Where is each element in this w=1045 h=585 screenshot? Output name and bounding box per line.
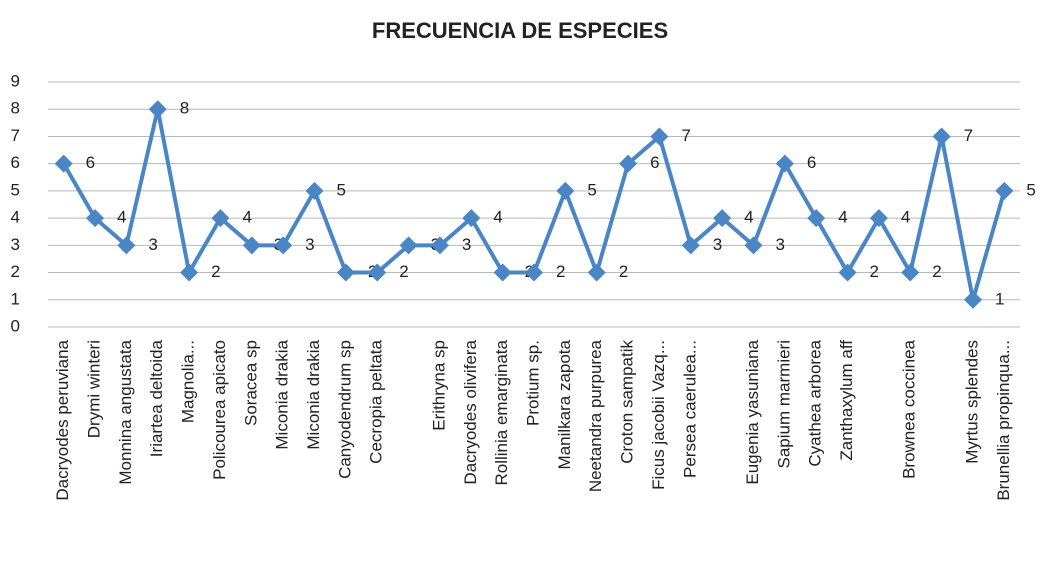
marker [180,263,199,282]
marker [556,181,575,200]
marker [869,209,888,228]
x-tick-label: Canyodendrum sp [335,340,354,479]
data-label: 3 [148,235,157,254]
data-label: 8 [180,99,189,118]
x-tick-label: Magnolia... [179,340,198,423]
data-label: 3 [775,235,784,254]
x-tick-label: Persea caerulea... [680,340,699,478]
marker [775,154,794,173]
y-tick-label: 1 [11,289,20,308]
y-tick-label: 6 [11,153,20,172]
y-tick-label: 2 [11,262,20,281]
data-label: 4 [242,208,251,227]
x-tick-label: Brownea coccinea [900,339,919,478]
x-tick-label: Iriartea deltoida [147,339,166,457]
data-label: 4 [744,208,753,227]
marker [681,236,700,255]
y-tick-label: 3 [11,235,20,254]
y-tick-label: 4 [11,208,20,227]
data-label: 5 [587,180,596,199]
x-tick-label: Brunellia propinqua... [994,340,1013,501]
x-tick-label: Monnina angustata [116,339,135,484]
y-tick-label: 8 [11,99,20,118]
marker [86,209,105,228]
x-tick-label: Myrtus splendes [962,340,981,464]
y-tick-label: 7 [11,126,20,145]
data-label: 3 [462,235,471,254]
marker [430,236,449,255]
data-label: 5 [1026,180,1035,199]
y-tick-label: 9 [11,71,20,90]
x-tick-label: Rollinia emarginata [492,339,511,485]
data-label: 6 [650,153,659,172]
data-label: 6 [807,153,816,172]
y-tick-label: 5 [11,180,20,199]
x-tick-label: Sapium marmieri [774,340,793,468]
x-tick-label: Protium sp. [523,340,542,426]
marker [399,236,418,255]
data-label: 4 [838,208,847,227]
marker [54,154,73,173]
data-label: 7 [964,126,973,145]
marker [713,209,732,228]
marker [995,181,1014,200]
data-label: 7 [681,126,690,145]
marker [744,236,763,255]
x-tick-label: Soracea sp [241,340,260,426]
data-label: 2 [870,262,879,281]
marker [838,263,857,282]
data-label: 2 [932,262,941,281]
marker [274,236,293,255]
marker [619,154,638,173]
data-label: 2 [556,262,565,281]
marker [525,263,543,282]
marker [305,181,324,200]
marker [336,263,355,282]
data-label: 2 [399,262,408,281]
x-tick-label: Dacryodes peruviana [53,339,72,500]
chart-title: FRECUENCIA DE ESPECIES [372,18,668,43]
x-tick-label: Erithryna sp [429,340,448,431]
data-label: 4 [117,208,126,227]
data-label: 4 [493,208,502,227]
x-tick-label: Manilkara zapota [555,339,574,469]
x-tick-label: Cyathea arborea [806,339,825,466]
data-label: 5 [337,180,346,199]
marker [368,263,387,282]
x-tick-label: Miconia drakia [273,339,292,449]
x-tick-label: Policourea apicato [210,340,229,480]
x-tick-label: Drymi winteri [85,340,104,438]
data-label: 2 [619,262,628,281]
marker [932,127,951,146]
marker [148,100,167,119]
data-label: 1 [995,289,1004,308]
marker [650,127,669,146]
data-label: 3 [305,235,314,254]
data-label: 2 [211,262,220,281]
marker [901,263,920,282]
x-tick-label: Miconia drakia [304,339,323,449]
marker [211,209,230,228]
data-label: 6 [86,153,95,172]
marker [587,263,606,282]
data-label: 3 [713,235,722,254]
marker [242,236,261,255]
x-tick-label: Croton sampatik [618,340,637,464]
x-tick-label: Ficus jacobii Vazq... [649,340,668,490]
y-tick-label: 0 [11,316,20,335]
x-tick-label: Neetandra purpurea [586,339,605,492]
x-tick-label: Eugenia yasuniana [743,339,762,484]
marker [462,209,481,228]
marker [493,263,512,282]
x-tick-label: Dacryodes olivifera [461,339,480,484]
x-tick-label: Zanthaxylum aff [837,340,856,461]
x-tick-label: Cecropia peltata [367,339,386,463]
marker [807,209,826,228]
marker [117,236,136,255]
marker [963,290,982,309]
data-label: 4 [901,208,910,227]
